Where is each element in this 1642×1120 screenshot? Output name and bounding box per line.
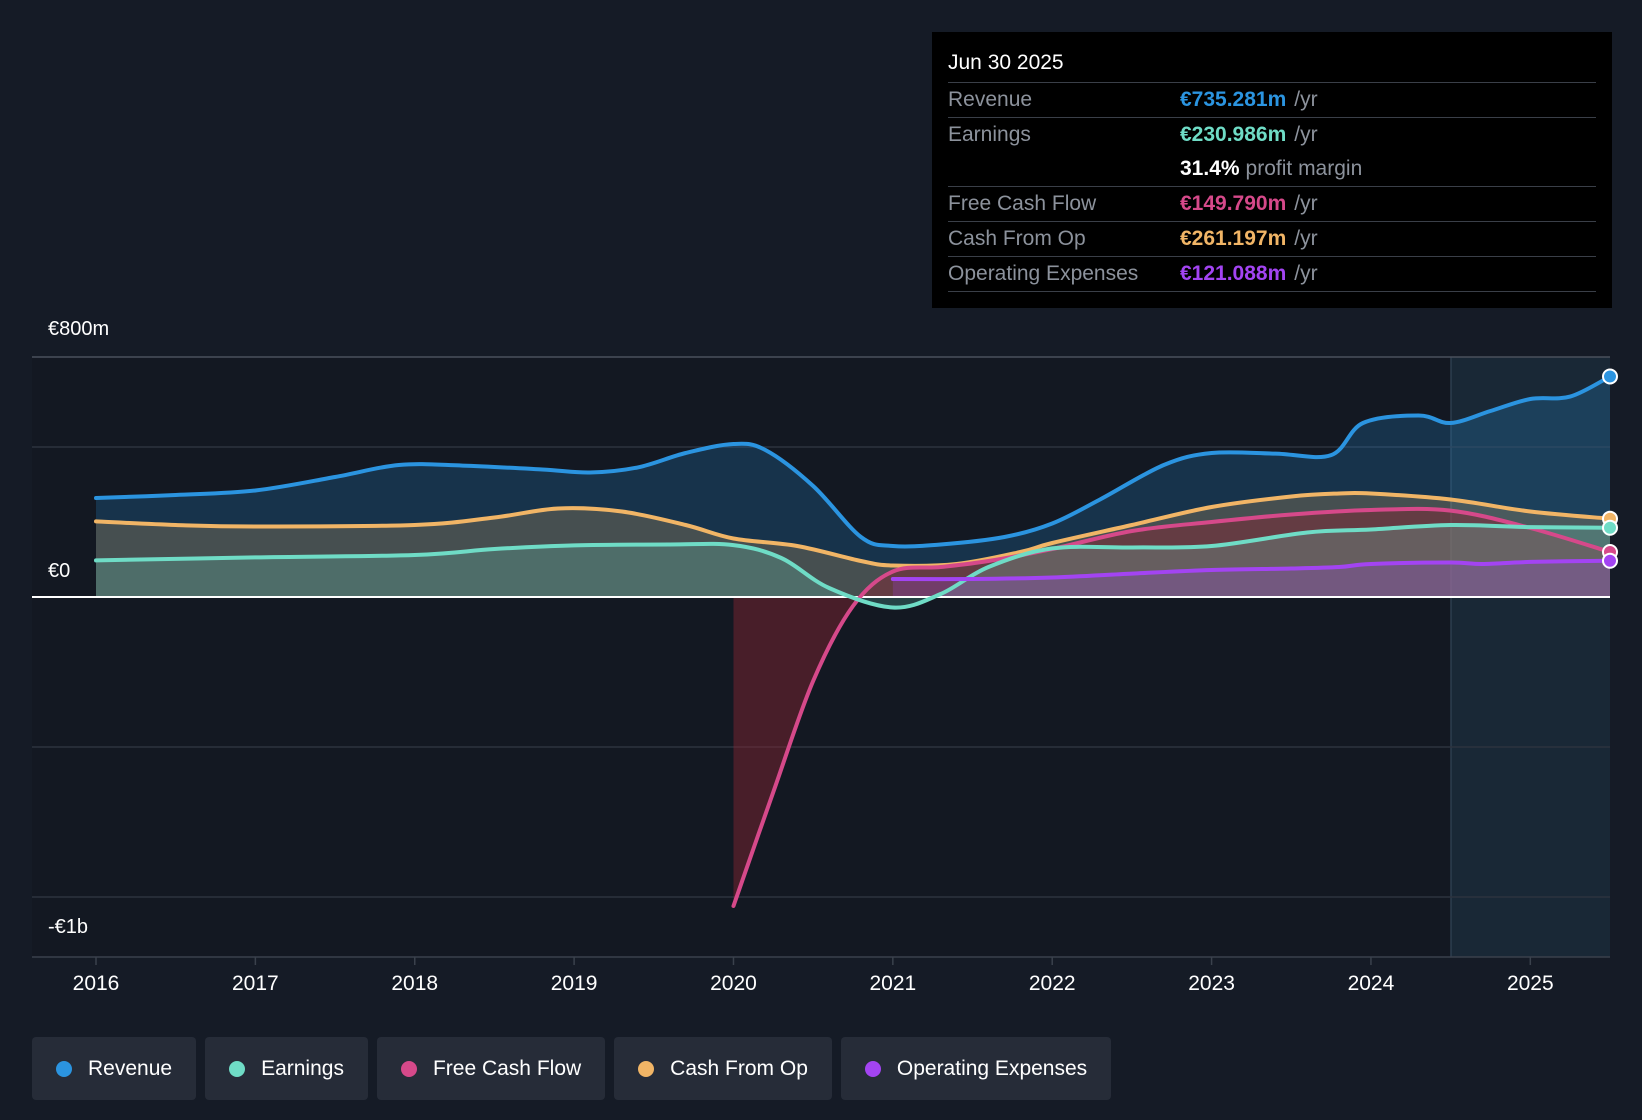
tooltip-row-fcf: Free Cash Flow €149.790m /yr [948,187,1596,222]
tooltip-row-revenue: Revenue €735.281m /yr [948,83,1596,118]
tooltip-label: Cash From Op [948,227,1086,250]
y-axis-label: €800m [48,318,109,340]
x-tick-label: 2024 [1348,972,1395,995]
x-tick-label: 2021 [869,972,916,995]
area-operating-expenses [892,560,1610,597]
x-axis-ticks: 2016 2017 2018 2019 2020 2021 2022 2023 2024 2025 [73,957,1554,995]
x-tick-label: 2017 [232,972,279,995]
tooltip-row-cfo: Cash From Op €261.197m /yr [948,222,1596,257]
x-tick-label: 2025 [1507,972,1554,995]
legend-label: Operating Expenses [896,1056,1088,1080]
tooltip-row-earnings: Earnings €230.986m /yr [948,118,1596,152]
x-tick-label: 2019 [551,972,598,995]
series-lines [94,368,1618,908]
tooltip-label: Earnings [948,123,1031,146]
chart: €800m €0 -€1b 2016 2017 2018 2019 2020 2021 2022… [32,318,1618,995]
y-axis-label: €0 [48,560,70,582]
line-cash-from-op [94,490,1612,568]
tooltip-unit: /yr [1294,123,1318,146]
highlight-band [1451,357,1610,957]
legend-dot-icon [864,1060,881,1077]
legend-dot-icon [638,1060,655,1077]
tooltip-label: Free Cash Flow [948,192,1097,215]
x-tick-label: 2022 [1029,972,1076,995]
endpoint-earnings [1602,519,1618,536]
legend-item-earnings[interactable]: Earnings [205,1037,368,1100]
tooltip-row-margin: 31.4% profit margin [948,152,1596,187]
x-tick-label: 2023 [1188,972,1235,995]
profit-margin-text: profit margin [1245,157,1363,180]
legend-dot-icon [400,1060,417,1077]
legend-item-revenue[interactable]: Revenue [32,1037,197,1100]
legend-item-free-cash-flow[interactable]: Free Cash Flow [376,1037,606,1100]
tooltip-value: €735.281m [1180,88,1287,111]
legend-dot-icon [56,1060,72,1077]
tooltip-row-opex: Operating Expenses €121.088m /yr [948,257,1596,292]
tooltip-unit: /yr [1294,192,1318,215]
x-tick-label: 2016 [73,972,120,995]
tooltip-unit: /yr [1294,227,1318,250]
tooltip-label: Operating Expenses [948,262,1139,285]
x-tick-label: 2020 [710,972,757,995]
tooltip-value: €261.197m [1180,227,1287,250]
tooltip-value: €121.088m [1180,262,1287,285]
legend-item-cash-from-op[interactable]: Cash From Op [614,1037,832,1100]
tooltip-value: €230.986m [1180,123,1287,146]
legend-label: Cash From Op [670,1056,808,1080]
tooltip: Jun 30 2025 Revenue €735.281m /yr Earnin… [932,32,1612,308]
x-tick-label: 2018 [391,972,438,995]
legend-dot-icon [229,1060,246,1077]
endpoint-operating-expenses [1602,552,1618,569]
y-axis-labels: €800m €0 -€1b [48,318,109,938]
y-axis-label: -€1b [48,916,88,938]
endpoint-revenue [1602,368,1618,385]
line-revenue [94,374,1612,549]
line-operating-expenses [890,558,1612,582]
area-free-cash-flow [733,508,1610,906]
legend-label: Revenue [88,1056,173,1080]
legend-label: Earnings [261,1056,344,1080]
tooltip-unit: /yr [1294,88,1318,111]
tooltip-label: Revenue [948,88,1033,111]
tooltip-date: Jun 30 2025 [948,46,1596,83]
legend: Revenue Earnings Free Cash Flow Cash Fro… [32,1037,1112,1100]
tooltip-value: €149.790m [1180,192,1287,215]
legend-label: Free Cash Flow [432,1056,582,1080]
legend-item-operating-expenses[interactable]: Operating Expenses [840,1037,1112,1100]
plot-shade [32,357,1451,957]
profit-margin-value: 31.4% [1180,157,1240,180]
tooltip-unit: /yr [1294,262,1318,285]
line-earnings [94,522,1612,610]
